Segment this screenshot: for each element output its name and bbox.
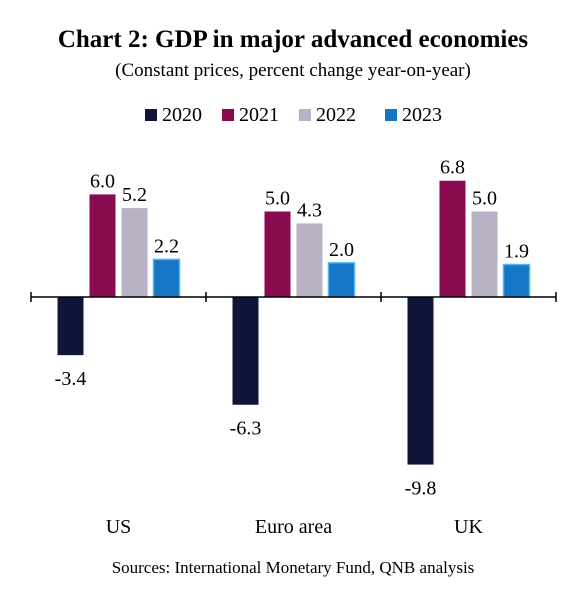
- bar-2020-euro-area: [232, 297, 259, 405]
- bar-2022-uk: [471, 211, 498, 297]
- data-label-2020-us: -3.4: [55, 368, 87, 390]
- legend-swatch-2023: [385, 109, 397, 121]
- chart-title: Chart 2: GDP in major advanced economies: [57, 26, 529, 53]
- legend-swatch-2021: [222, 109, 234, 121]
- legend-label-2023: 2023: [402, 104, 442, 126]
- category-label-uk: UK: [454, 516, 483, 538]
- data-label-2021-uk: 6.8: [440, 157, 465, 179]
- bar-2022-us: [121, 208, 148, 297]
- data-label-2020-uk: -9.8: [405, 478, 437, 500]
- bar-2022-euro-area: [296, 223, 323, 297]
- data-label-2022-uk: 5.0: [472, 188, 497, 210]
- data-label-2022-euro-area: 4.3: [297, 199, 322, 221]
- category-label-us: US: [106, 516, 132, 538]
- data-label-2021-us: 6.0: [90, 170, 115, 192]
- bar-2020-us: [57, 297, 84, 356]
- data-label-2023-euro-area: 2.0: [329, 239, 354, 261]
- bar-2023-uk: [502, 263, 531, 298]
- legend-label-2022: 2022: [316, 104, 356, 126]
- bar-2020-uk: [407, 297, 434, 465]
- legend-swatch-2020: [145, 109, 157, 121]
- data-label-2023-us: 2.2: [154, 235, 179, 257]
- chart-source: Sources: International Monetary Fund, QN…: [111, 558, 475, 577]
- data-label-2023-uk: 1.9: [504, 241, 529, 263]
- bar-2021-us: [89, 194, 116, 297]
- data-label-2022-us: 5.2: [122, 184, 147, 206]
- bar-2023-us: [152, 258, 181, 298]
- bar-2021-euro-area: [264, 211, 291, 297]
- legend-swatch-2022: [299, 109, 311, 121]
- bar-2023-euro-area: [327, 262, 356, 298]
- legend-label-2020: 2020: [162, 104, 202, 126]
- category-label-euro-area: Euro area: [255, 516, 332, 538]
- legend: 2020 2021 2022 2023: [145, 104, 442, 126]
- data-label-2020-euro-area: -6.3: [230, 418, 262, 440]
- chart-subtitle: (Constant prices, percent change year-on…: [115, 60, 471, 81]
- data-label-2021-euro-area: 5.0: [265, 188, 290, 210]
- legend-label-2021: 2021: [239, 104, 279, 126]
- bar-2021-uk: [439, 180, 466, 297]
